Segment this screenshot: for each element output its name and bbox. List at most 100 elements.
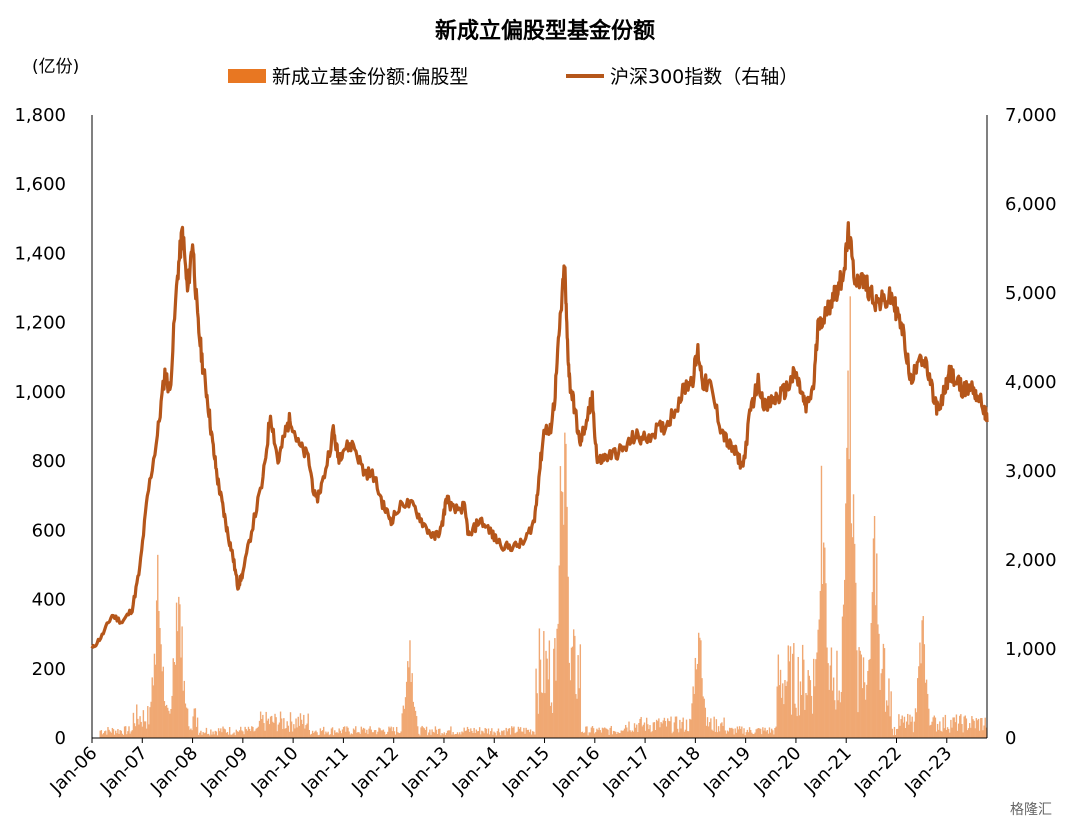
- fund-share-bar: [361, 729, 364, 738]
- fund-share-bar: [438, 728, 440, 738]
- fund-share-bar: [288, 731, 291, 738]
- fund-share-bar: [905, 721, 908, 738]
- fund-share-bar: [860, 654, 862, 738]
- fund-share-bar: [295, 718, 297, 738]
- fund-share-bar: [392, 727, 395, 738]
- fund-share-bar: [645, 717, 648, 738]
- fund-share-bar: [369, 726, 371, 738]
- fund-share-bar: [339, 730, 341, 738]
- fund-share-bar: [957, 723, 960, 738]
- fund-share-bar: [747, 732, 750, 738]
- fund-share-bar: [277, 724, 280, 738]
- fund-share-bar: [685, 719, 688, 738]
- fund-share-bar: [932, 717, 934, 738]
- fund-share-bar: [618, 733, 620, 738]
- fund-share-bar: [454, 734, 457, 738]
- fund-share-bar: [220, 728, 222, 738]
- fund-share-bar: [362, 727, 365, 738]
- fund-share-bar: [660, 722, 662, 738]
- fund-share-bar: [878, 633, 880, 738]
- fund-share-bar: [587, 735, 589, 738]
- fund-share-bar: [497, 728, 500, 738]
- fund-share-bar: [475, 729, 478, 738]
- fund-share-bar: [324, 734, 326, 738]
- fund-share-bar: [838, 690, 840, 738]
- fund-share-bar: [279, 711, 282, 738]
- fund-share-bar: [487, 728, 490, 738]
- fund-share-bar: [142, 710, 145, 738]
- fund-share-bar: [734, 728, 736, 738]
- fund-share-bar: [430, 734, 432, 738]
- fund-share-bar: [845, 503, 847, 738]
- fund-share-bar: [858, 647, 860, 738]
- right-tick-label: 0: [1005, 728, 1016, 749]
- fund-share-bar: [384, 734, 387, 738]
- fund-share-bar: [200, 730, 202, 738]
- fund-share-bar: [99, 730, 101, 738]
- fund-share-bar: [695, 669, 698, 738]
- fund-share-bar: [373, 730, 376, 738]
- fund-share-bar: [545, 650, 547, 738]
- fund-share-bar: [749, 729, 752, 738]
- fund-share-bar: [610, 725, 612, 738]
- fund-share-bar: [432, 731, 434, 738]
- fund-share-bar: [519, 727, 522, 738]
- fund-share-bar: [553, 648, 555, 738]
- fund-share-bar: [548, 640, 551, 738]
- fund-share-bar: [693, 693, 695, 738]
- fund-share-bar: [679, 719, 681, 738]
- fund-share-bar: [345, 731, 347, 738]
- fund-share-bar: [844, 579, 846, 738]
- fund-share-bar: [560, 491, 563, 738]
- fund-share-bar: [121, 733, 124, 738]
- fund-share-bar: [148, 724, 150, 738]
- fund-share-bar: [485, 728, 487, 738]
- fund-share-bar: [440, 735, 442, 738]
- fund-share-bar: [649, 725, 651, 738]
- fund-share-bar: [915, 712, 918, 738]
- x-tick-label: Jan-16: [548, 743, 604, 799]
- fund-share-bar: [466, 726, 469, 738]
- fund-share-bar: [469, 732, 471, 738]
- fund-share-bar: [411, 673, 413, 738]
- fund-share-bar: [895, 729, 898, 738]
- fund-share-bar: [290, 721, 293, 738]
- fund-share-bar: [155, 600, 158, 738]
- x-tick-label: Jan-15: [498, 743, 554, 799]
- fund-share-bar: [170, 708, 172, 738]
- fund-share-bar: [565, 443, 567, 738]
- fund-share-bar: [285, 728, 287, 738]
- fund-share-bar: [473, 727, 475, 738]
- fund-share-bar: [746, 729, 749, 738]
- fund-share-bar: [623, 728, 626, 738]
- fund-share-bar: [811, 713, 814, 738]
- fund-share-bar: [130, 731, 132, 738]
- fund-share-bar: [169, 713, 171, 738]
- left-tick-label: 600: [32, 520, 66, 541]
- fund-share-bar: [865, 699, 867, 738]
- fund-share-bar: [960, 714, 962, 738]
- fund-share-bar: [317, 735, 319, 738]
- fund-share-bar: [346, 726, 348, 738]
- fund-share-bar: [249, 731, 252, 738]
- fund-share-bar: [370, 729, 372, 738]
- fund-share-bar: [101, 734, 104, 738]
- fund-share-bar: [600, 732, 603, 738]
- fund-share-bar: [631, 730, 634, 738]
- fund-share-bar: [805, 693, 807, 738]
- fund-share-bar: [459, 732, 461, 738]
- fund-share-bar: [894, 734, 897, 738]
- fund-share-bar: [873, 516, 876, 738]
- fund-share-bar: [168, 710, 170, 738]
- fund-share-bar: [914, 708, 917, 738]
- fund-share-bar: [442, 734, 444, 738]
- fund-share-bar: [776, 686, 778, 738]
- fund-share-bar: [613, 731, 616, 738]
- fund-share-bar: [757, 728, 760, 738]
- fund-share-bar: [174, 664, 177, 738]
- fund-share-bar: [204, 732, 207, 738]
- fund-share-bar: [790, 714, 793, 738]
- x-tick-label: Jan-18: [649, 743, 705, 799]
- fund-share-bar: [800, 694, 803, 738]
- fund-share-bar: [952, 717, 954, 738]
